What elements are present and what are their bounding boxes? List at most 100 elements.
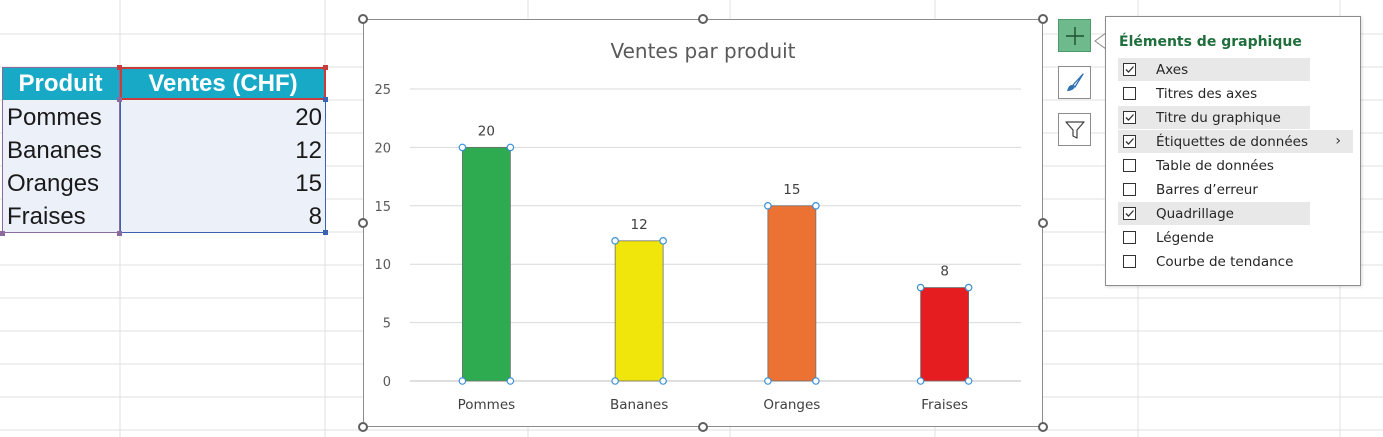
bar-selection-handle[interactable]	[506, 143, 515, 152]
chart-element-option-label: Barres d’erreur	[1156, 181, 1258, 198]
data-label[interactable]: 8	[940, 264, 949, 280]
x-tick-label: Oranges	[763, 397, 820, 413]
range-corner-handle[interactable]	[117, 231, 122, 236]
resize-handle-top-right[interactable]	[1038, 14, 1048, 24]
chart-element-option-label: Table de données	[1156, 157, 1274, 174]
chart-element-option[interactable]: Titre du graphique	[1118, 106, 1310, 129]
bar-selection-handle[interactable]	[506, 377, 515, 385]
y-tick-label: 0	[383, 375, 391, 390]
chart-element-option-label: Légende	[1156, 229, 1214, 246]
range-corner-handle[interactable]	[117, 65, 122, 70]
bar-selection-handle[interactable]	[458, 377, 467, 385]
checkbox-unchecked[interactable]	[1123, 183, 1136, 196]
cell-produit-3[interactable]: Oranges	[2, 167, 120, 200]
cell-produit-4[interactable]: Fraises	[2, 200, 120, 233]
resize-handle-top[interactable]	[698, 14, 708, 24]
cell-produit-2[interactable]: Bananes	[2, 134, 120, 167]
bar-selection-handle[interactable]	[659, 237, 667, 245]
range-corner-handle[interactable]	[0, 231, 5, 236]
y-tick-label: 10	[374, 258, 391, 273]
range-corner-handle[interactable]	[323, 65, 328, 70]
resize-handle-left[interactable]	[358, 218, 368, 228]
y-tick-label: 25	[374, 83, 391, 98]
bar-bananes[interactable]	[614, 240, 664, 382]
header-produit[interactable]: Produit	[2, 67, 120, 100]
bar-selection-handle[interactable]	[764, 377, 772, 385]
checkbox-checked[interactable]	[1123, 111, 1136, 124]
panel-pointer	[1094, 33, 1106, 49]
checkbox-checked[interactable]	[1123, 135, 1136, 148]
resize-handle-bottom[interactable]	[698, 422, 708, 432]
chart-element-option[interactable]: Titres des axes	[1118, 82, 1310, 105]
chart-title[interactable]: Ventes par produit	[610, 39, 795, 63]
checkmark-icon	[1125, 66, 1134, 73]
bar-selection-handle[interactable]	[916, 377, 925, 385]
bar-selection-handle[interactable]	[812, 377, 820, 385]
brush-icon	[1066, 72, 1084, 91]
x-tick-label: Pommes	[458, 397, 516, 413]
chevron-right-icon[interactable]: ›	[1335, 133, 1341, 149]
resize-handle-top-left[interactable]	[358, 14, 368, 24]
data-label[interactable]: 15	[783, 182, 800, 198]
chart-element-option[interactable]: Légende	[1118, 226, 1310, 249]
checkbox-unchecked[interactable]	[1123, 231, 1136, 244]
data-label[interactable]: 12	[631, 217, 648, 233]
x-tick-label: Bananes	[610, 397, 668, 413]
range-corner-handle[interactable]	[117, 97, 122, 102]
chart-element-option-label: Axes	[1156, 61, 1189, 78]
chart-elements-button[interactable]	[1058, 19, 1091, 52]
chart-styles-button[interactable]	[1058, 66, 1091, 99]
resize-handle-bottom-left[interactable]	[358, 422, 368, 432]
bar-pommes[interactable]	[461, 147, 511, 382]
checkbox-checked[interactable]	[1123, 207, 1136, 220]
chart-element-option-label: Étiquettes de données	[1156, 133, 1308, 150]
bar-selection-handle[interactable]	[611, 237, 619, 245]
chart-element-option[interactable]: Barres d’erreur	[1118, 178, 1310, 201]
chart-element-option[interactable]: Courbe de tendance	[1118, 250, 1310, 273]
cell-ventes-3[interactable]: 15	[120, 167, 326, 200]
bar-chart[interactable]: Ventes par produit 0 5 10 15 20 25 20 Pommes 12 Ba…	[363, 19, 1043, 427]
bar-selection-handle[interactable]	[812, 202, 820, 210]
checkbox-checked[interactable]	[1123, 63, 1136, 76]
bar-selection-handle[interactable]	[964, 377, 973, 385]
cell-ventes-1[interactable]: 20	[120, 101, 326, 134]
bar-selection-handle[interactable]	[458, 143, 467, 152]
checkmark-icon	[1125, 138, 1134, 145]
filter-icon	[1064, 120, 1085, 139]
chart-element-option[interactable]: Quadrillage	[1118, 202, 1310, 225]
chart-elements-panel: Éléments de graphique Axes Titres des axe…	[1105, 16, 1361, 286]
chart-element-option[interactable]: Axes	[1118, 58, 1310, 81]
chart-element-option[interactable]: Étiquettes de données ›	[1118, 130, 1353, 153]
bar-selection-handle[interactable]	[611, 377, 619, 385]
checkbox-unchecked[interactable]	[1123, 87, 1136, 100]
resize-handle-bottom-right[interactable]	[1038, 422, 1048, 432]
header-ventes[interactable]: Ventes (CHF)	[120, 67, 326, 100]
bar-oranges[interactable]	[767, 205, 817, 382]
bar-selection-handle[interactable]	[964, 283, 973, 292]
data-label[interactable]: 20	[478, 123, 495, 139]
checkmark-icon	[1125, 210, 1134, 217]
bar-selection-handle[interactable]	[916, 283, 925, 292]
x-tick-label: Fraises	[921, 397, 968, 413]
chart-element-option-label: Titres des axes	[1156, 85, 1258, 102]
bar-selection-handle[interactable]	[659, 377, 667, 385]
cell-ventes-4[interactable]: 8	[120, 200, 326, 233]
cell-produit-1[interactable]: Pommes	[2, 101, 120, 134]
y-tick-label: 15	[374, 200, 391, 215]
chart-element-option[interactable]: Table de données	[1118, 154, 1310, 177]
bar-selection-handle[interactable]	[764, 202, 772, 210]
bar-fraises[interactable]	[920, 287, 970, 382]
range-corner-handle[interactable]	[323, 97, 328, 102]
chart-element-option-label: Courbe de tendance	[1156, 253, 1294, 270]
cell-ventes-2[interactable]: 12	[120, 134, 326, 167]
checkbox-unchecked[interactable]	[1123, 159, 1136, 172]
chart-element-option-label: Quadrillage	[1156, 205, 1234, 222]
plus-icon	[1065, 26, 1084, 45]
checkbox-unchecked[interactable]	[1123, 255, 1136, 268]
range-corner-handle[interactable]	[323, 230, 328, 235]
resize-handle-right[interactable]	[1038, 218, 1048, 228]
y-tick-label: 5	[383, 317, 391, 332]
panel-title: Éléments de graphique	[1119, 34, 1302, 50]
checkmark-icon	[1125, 114, 1134, 121]
chart-filters-button[interactable]	[1058, 113, 1091, 146]
